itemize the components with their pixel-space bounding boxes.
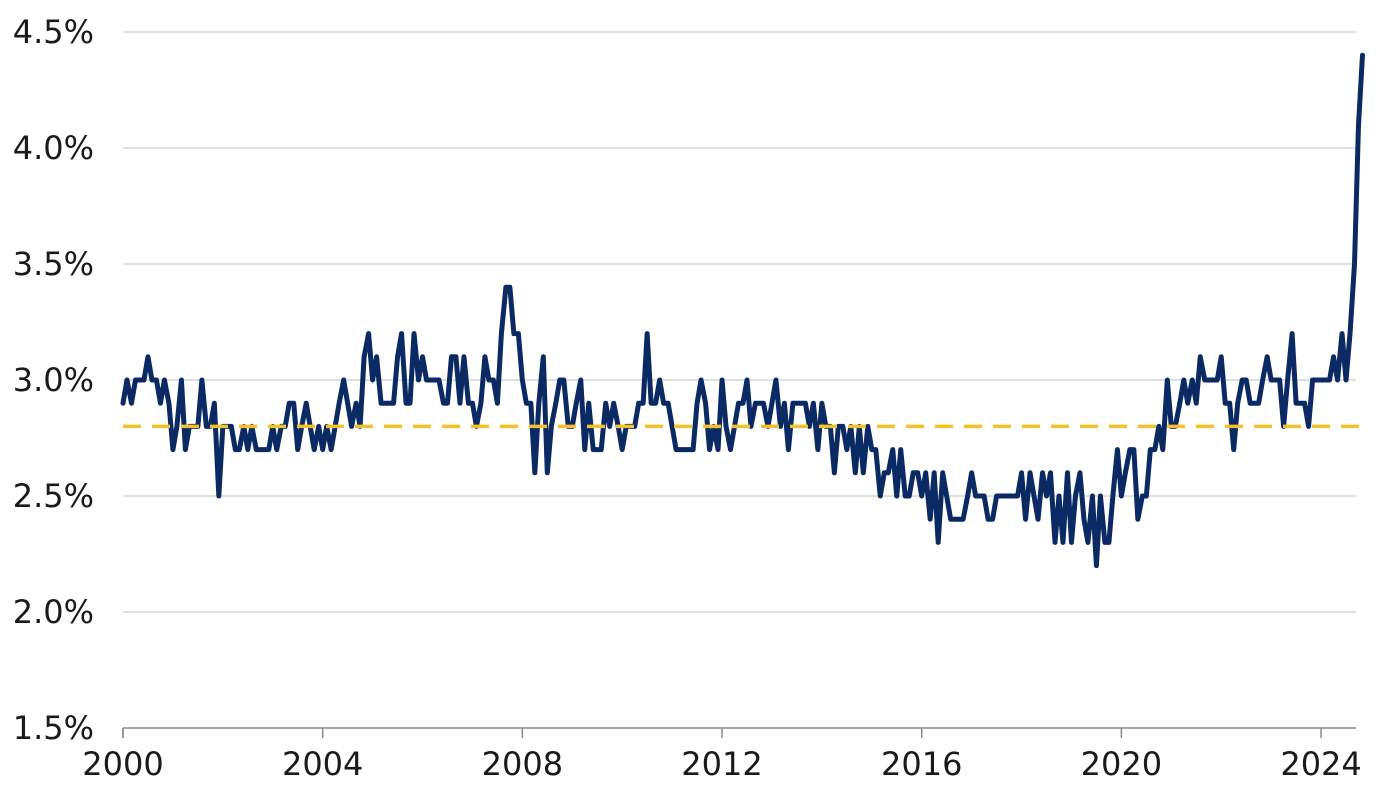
axes <box>122 727 1356 738</box>
x-tick-label: 2016 <box>881 745 962 783</box>
series-line <box>120 52 1365 569</box>
y-tick-label: 4.5% <box>13 13 94 51</box>
gridlines <box>123 31 1356 613</box>
y-tick-label: 3.5% <box>13 245 94 283</box>
y-tick-label: 3.0% <box>13 361 94 399</box>
x-tick-label: 2012 <box>681 745 762 783</box>
y-tick-label: 2.0% <box>13 593 94 631</box>
x-tick-label: 2008 <box>482 745 563 783</box>
x-tick-label: 2024 <box>1280 745 1361 783</box>
x-tick-label: 2000 <box>82 745 163 783</box>
series <box>120 52 1365 569</box>
x-axis-tick-labels: 2000 2004 2008 2012 2016 2020 2024 <box>82 745 1361 783</box>
x-tick-label: 2004 <box>282 745 363 783</box>
y-tick-label: 4.0% <box>13 129 94 167</box>
y-axis-tick-labels: 1.5% 2.0% 2.5% 3.0% 3.5% 4.0% 4.5% <box>13 13 94 747</box>
y-tick-label: 1.5% <box>13 709 94 747</box>
y-tick-label: 2.5% <box>13 477 94 515</box>
x-tick-label: 2020 <box>1081 745 1162 783</box>
